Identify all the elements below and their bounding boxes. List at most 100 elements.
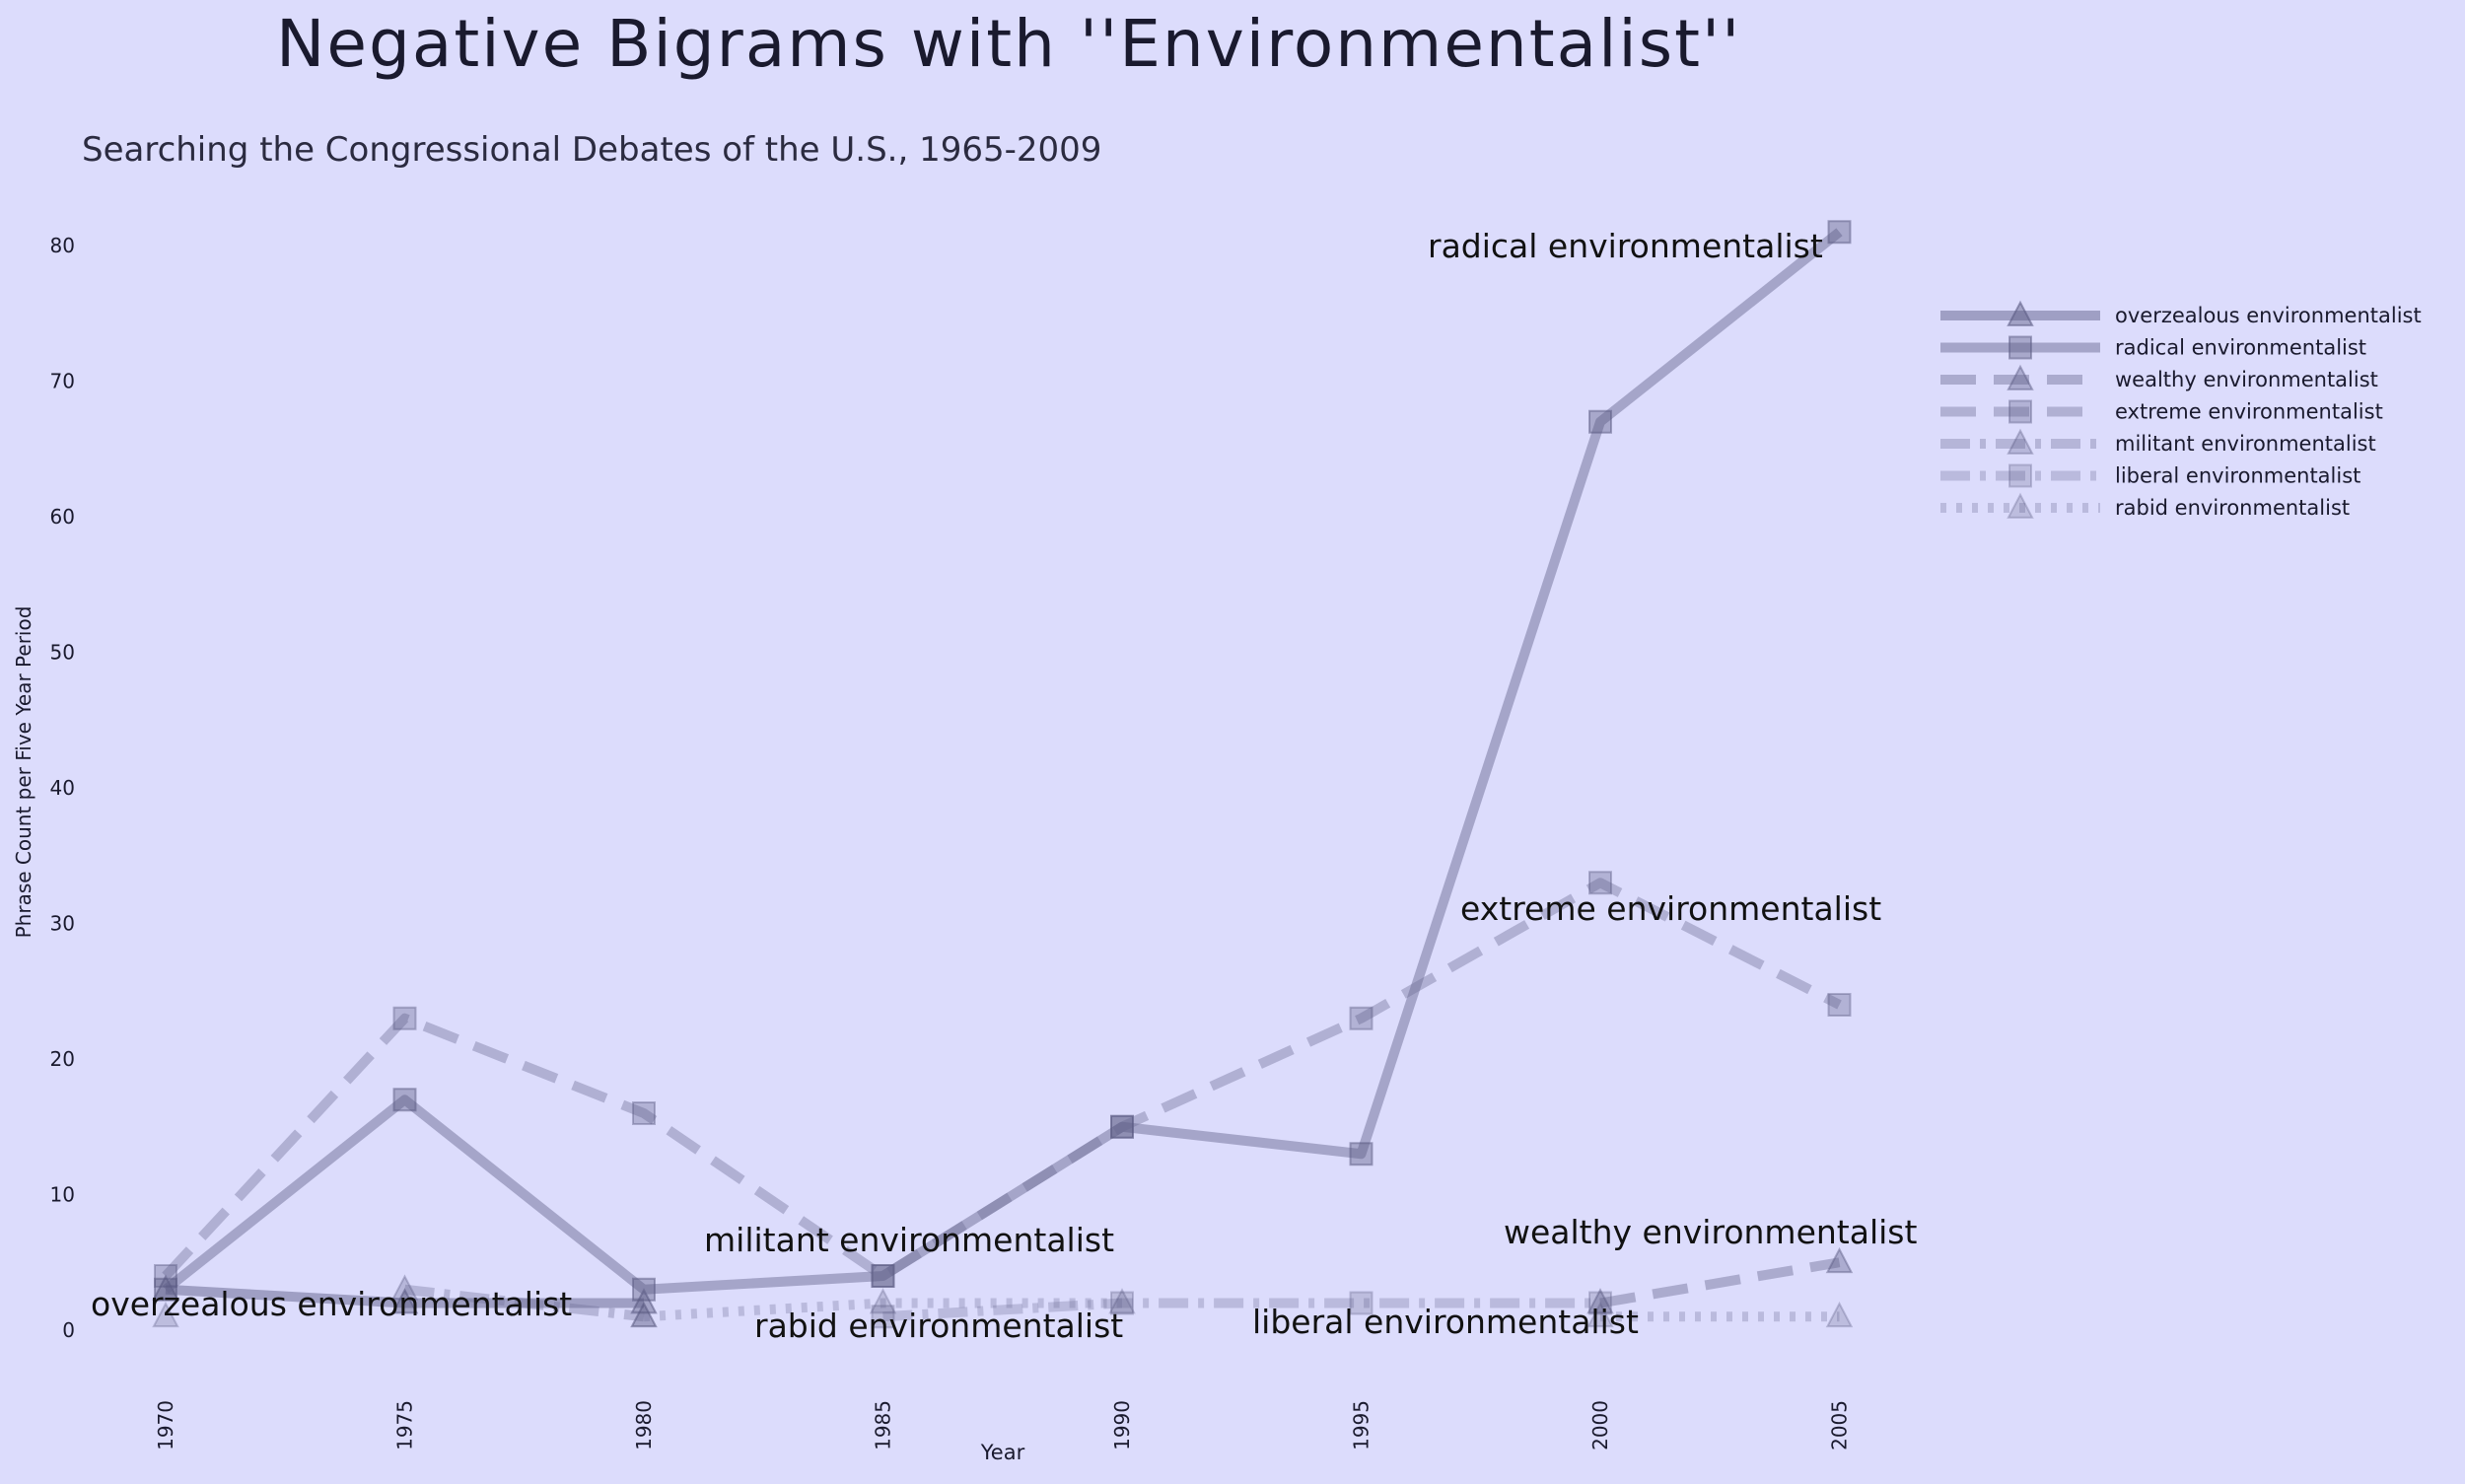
legend-label: militant environmentalist — [2115, 432, 2376, 456]
annotation-liberal-environmentalist: liberal environmentalist — [1252, 1303, 1639, 1341]
data-point — [1827, 220, 1852, 245]
legend-label: radical environmentalist — [2115, 336, 2366, 360]
x-tick-label: 2000 — [1588, 1400, 1612, 1450]
legend-marker — [2007, 428, 2034, 455]
legend-item: liberal environmentalist — [1940, 463, 2360, 488]
legend-marker — [2008, 463, 2032, 488]
data-point — [1588, 409, 1612, 434]
legend-label: wealthy environmentalist — [2115, 368, 2378, 391]
legend: overzealous environmentalist radical envi… — [1940, 300, 2422, 520]
annotation-militant-environmentalist: militant environmentalist — [704, 1221, 1114, 1259]
y-axis-ticks: 0 10 20 30 40 50 60 70 80 — [50, 234, 75, 1342]
legend-marker — [2008, 335, 2032, 360]
y-tick-label: 50 — [50, 641, 75, 665]
data-point — [392, 1088, 417, 1112]
legend-item: extreme environmentalist — [1940, 399, 2383, 424]
data-point — [1349, 1142, 1373, 1166]
y-tick-label: 0 — [62, 1318, 75, 1342]
legend-marker — [2007, 364, 2034, 390]
chart-subtitle: Searching the Congressional Debates of t… — [82, 130, 1101, 170]
annotation-wealthy-environmentalist: wealthy environmentalist — [1504, 1213, 1917, 1251]
series-rabid-environmentalist — [152, 1288, 1854, 1328]
series-line — [403, 1284, 645, 1322]
data-point — [1588, 871, 1612, 895]
data-point — [871, 1264, 895, 1288]
y-tick-label: 10 — [50, 1183, 75, 1207]
chart-title: Negative Bigrams with ''Environmentalist… — [276, 6, 1741, 82]
series-overzealous-environmentalist — [152, 1274, 658, 1314]
data-point — [1586, 1288, 1614, 1314]
data-point — [869, 1288, 897, 1314]
y-axis-label: Phrase Count per Five Year Period — [12, 606, 35, 939]
series-line — [1599, 1257, 1841, 1308]
series-line — [882, 1298, 1600, 1322]
data-point — [154, 1264, 177, 1288]
legend-item: militant environmentalist — [1940, 428, 2376, 456]
x-tick-label: 1985 — [872, 1400, 895, 1450]
data-point — [632, 1277, 656, 1302]
data-point — [390, 1288, 419, 1314]
legend-item: radical environmentalist — [1940, 335, 2366, 360]
data-point — [1825, 1301, 1854, 1328]
legend-label: extreme environmentalist — [2115, 400, 2383, 424]
series-liberal-environmentalist — [871, 1291, 1612, 1329]
x-tick-label: 1990 — [1110, 1400, 1134, 1450]
y-tick-label: 30 — [50, 912, 75, 936]
data-point — [1108, 1288, 1136, 1314]
data-point — [1110, 1114, 1134, 1139]
series-layer — [152, 220, 1854, 1329]
data-point — [1110, 1291, 1134, 1315]
data-point — [1349, 1291, 1373, 1315]
data-point — [152, 1301, 179, 1328]
legend-label: overzealous environmentalist — [2115, 304, 2422, 327]
data-point — [1586, 1301, 1614, 1328]
series-line — [162, 228, 1843, 1295]
data-point — [1110, 1114, 1134, 1139]
data-point — [630, 1301, 658, 1328]
series-line — [162, 878, 1842, 1281]
y-tick-label: 60 — [50, 505, 75, 529]
x-axis-label: Year — [980, 1441, 1025, 1464]
data-point — [1825, 1246, 1854, 1274]
data-point — [154, 1277, 177, 1302]
data-point — [392, 1006, 417, 1030]
annotation-radical-environmentalist: radical environmentalist — [1428, 227, 1823, 265]
data-point — [630, 1301, 658, 1328]
y-tick-label: 20 — [50, 1047, 75, 1071]
legend-item: overzealous environmentalist — [1940, 300, 2422, 327]
series-extreme-environmentalist — [154, 871, 1852, 1288]
series-radical-environmentalist — [154, 220, 1852, 1302]
annotation-rabid-environmentalist: rabid environmentalist — [754, 1307, 1123, 1345]
legend-marker — [2007, 492, 2034, 519]
y-tick-label: 70 — [50, 370, 75, 393]
series-line — [643, 1298, 1122, 1322]
data-point — [871, 1264, 895, 1288]
annotation-extreme-environmentalist: extreme environmentalist — [1460, 889, 1881, 928]
legend-label: liberal environmentalist — [2115, 464, 2360, 488]
series-annotations: overzealous environmentalist radical envi… — [91, 227, 1917, 1345]
x-tick-label: 1975 — [393, 1400, 417, 1450]
x-tick-label: 1995 — [1350, 1400, 1373, 1450]
y-tick-label: 80 — [50, 234, 75, 257]
x-axis-ticks: 1970 1975 1980 1985 1990 1995 2000 2005 — [154, 1400, 1852, 1450]
annotation-overzealous-environmentalist: overzealous environmentalist — [91, 1285, 572, 1323]
legend-item: wealthy environmentalist — [1940, 364, 2378, 391]
x-tick-label: 1980 — [632, 1400, 656, 1450]
x-tick-label: 2005 — [1828, 1400, 1852, 1450]
legend-marker — [2007, 300, 2034, 326]
data-point — [1827, 993, 1852, 1017]
y-tick-label: 40 — [50, 776, 75, 800]
data-point — [632, 1101, 656, 1125]
legend-marker — [2008, 399, 2032, 424]
legend-label: rabid environmentalist — [2115, 496, 2350, 520]
series-militant-environmentalist — [390, 1274, 658, 1328]
data-point — [1588, 1291, 1612, 1315]
series-wealthy-environmentalist — [1586, 1246, 1854, 1314]
data-point — [1349, 1006, 1373, 1030]
data-point — [390, 1274, 419, 1301]
data-point — [871, 1305, 895, 1329]
data-point — [630, 1288, 658, 1314]
x-tick-label: 1970 — [154, 1400, 177, 1450]
